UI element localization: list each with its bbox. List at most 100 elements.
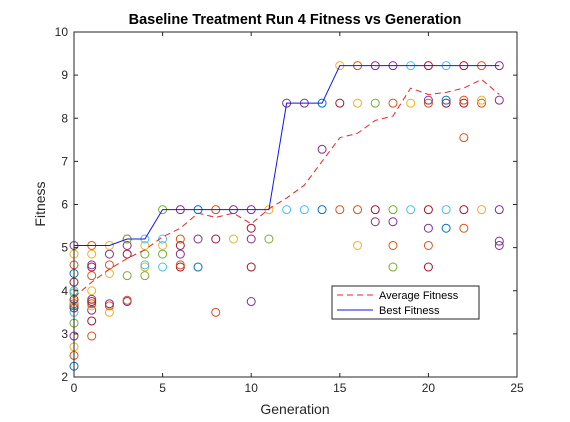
individual-marker xyxy=(122,249,132,259)
individual-marker xyxy=(87,294,97,304)
legend-label-best: Best Fitness xyxy=(379,305,440,317)
individual-marker xyxy=(104,299,114,309)
individual-marker xyxy=(494,240,504,250)
individual-marker xyxy=(140,260,150,270)
individual-marker xyxy=(459,98,469,108)
individual-marker xyxy=(87,271,97,281)
individual-marker xyxy=(388,240,398,250)
individual-marker xyxy=(158,262,168,272)
individual-marker xyxy=(477,98,487,108)
x-tick-label: 5 xyxy=(159,381,166,395)
y-axis: 2 3 4 5 6 7 8 9 10 xyxy=(55,25,517,384)
individual-marker xyxy=(494,95,504,105)
individual-marker xyxy=(175,234,185,244)
x-axis: 0 5 10 15 20 25 xyxy=(71,32,524,395)
individual-marker xyxy=(282,205,292,215)
individual-marker xyxy=(104,301,114,311)
individual-marker xyxy=(87,301,97,311)
individual-marker xyxy=(87,249,97,259)
individual-marker xyxy=(406,205,416,215)
individuals-layer xyxy=(69,61,504,371)
individual-marker xyxy=(122,271,132,281)
individual-marker xyxy=(423,98,433,108)
individual-marker xyxy=(158,234,168,244)
individual-marker xyxy=(441,205,451,215)
individual-marker xyxy=(335,98,345,108)
individual-marker xyxy=(104,260,114,270)
individual-marker xyxy=(211,307,221,317)
plot-area-frame xyxy=(73,31,518,378)
individual-marker xyxy=(175,240,185,250)
individual-marker xyxy=(423,223,433,233)
individual-marker xyxy=(193,234,203,244)
y-tick-label: 9 xyxy=(61,68,68,82)
legend-box xyxy=(331,285,480,320)
legend: Average Fitness Best Fitness xyxy=(331,285,480,320)
individual-marker xyxy=(246,234,256,244)
individual-marker xyxy=(317,205,327,215)
individual-marker xyxy=(388,217,398,227)
chart-title: Baseline Treatment Run 4 Fitness vs Gene… xyxy=(129,12,462,28)
individual-marker xyxy=(193,262,203,272)
individual-marker xyxy=(370,98,380,108)
x-tick-label: 15 xyxy=(333,381,347,395)
individual-marker xyxy=(87,297,97,307)
series-lines-layer xyxy=(73,65,500,298)
individual-marker xyxy=(441,223,451,233)
individual-marker xyxy=(370,217,380,227)
individual-marker xyxy=(246,297,256,307)
individual-marker xyxy=(211,234,221,244)
individual-marker xyxy=(158,240,168,250)
individual-marker xyxy=(477,205,487,215)
individual-marker xyxy=(494,205,504,215)
individual-marker xyxy=(299,205,309,215)
x-tick-label: 0 xyxy=(71,381,78,395)
y-tick-label: 6 xyxy=(61,198,68,212)
individual-marker xyxy=(459,133,469,143)
individual-marker xyxy=(370,205,380,215)
individual-marker xyxy=(459,205,469,215)
individual-marker xyxy=(388,205,398,215)
y-tick-label: 8 xyxy=(61,111,68,125)
individual-marker xyxy=(477,95,487,105)
individual-marker xyxy=(87,286,97,296)
individual-marker xyxy=(459,95,469,105)
y-tick-label: 3 xyxy=(61,327,68,341)
individual-marker xyxy=(423,262,433,272)
individual-marker xyxy=(459,223,469,233)
individual-marker xyxy=(122,240,132,250)
individual-marker xyxy=(246,262,256,272)
individual-marker xyxy=(158,249,168,259)
individual-marker xyxy=(122,295,132,305)
individual-marker xyxy=(87,262,97,272)
individual-marker xyxy=(353,98,363,108)
individual-marker xyxy=(335,205,345,215)
individual-marker xyxy=(87,331,97,341)
y-tick-label: 4 xyxy=(61,284,68,298)
individual-marker xyxy=(140,271,150,281)
x-tick-label: 20 xyxy=(422,381,436,395)
individual-marker xyxy=(175,249,185,259)
individual-marker xyxy=(228,234,238,244)
individual-marker xyxy=(264,234,274,244)
individual-marker xyxy=(388,262,398,272)
individual-marker xyxy=(441,95,451,105)
individual-marker xyxy=(87,299,97,309)
individual-marker xyxy=(388,98,398,108)
individual-marker xyxy=(441,98,451,108)
individual-marker xyxy=(246,223,256,233)
x-tick-label: 25 xyxy=(510,381,524,395)
y-tick-label: 10 xyxy=(55,25,69,39)
y-tick-label: 7 xyxy=(61,154,68,168)
average-fitness-line xyxy=(73,78,500,298)
legend-label-average: Average Fitness xyxy=(379,290,459,302)
x-axis-label: Generation xyxy=(260,401,329,417)
individual-marker xyxy=(423,95,433,105)
individual-marker xyxy=(494,236,504,246)
individual-marker xyxy=(104,307,114,317)
individual-marker xyxy=(353,240,363,250)
individual-marker xyxy=(175,260,185,270)
individual-marker xyxy=(423,205,433,215)
individual-marker xyxy=(87,305,97,315)
individual-marker xyxy=(353,205,363,215)
